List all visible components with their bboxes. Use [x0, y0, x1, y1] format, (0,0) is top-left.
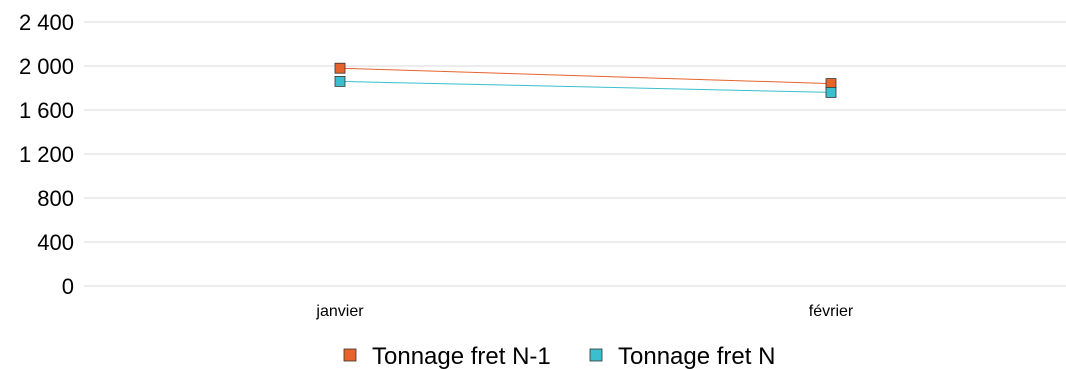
y-tick-label: 800 — [37, 186, 74, 211]
x-axis-ticks: janvier février — [315, 303, 853, 320]
series-line — [339, 67, 832, 85]
series-line — [339, 80, 832, 93]
y-tick-label: 0 — [62, 274, 74, 299]
y-tick-label: 400 — [37, 230, 74, 255]
y-tick-label: 1 200 — [19, 142, 74, 167]
data-point — [334, 76, 346, 87]
series-layer — [334, 62, 837, 98]
legend-marker — [589, 348, 603, 362]
y-tick-label: 1 600 — [19, 98, 74, 123]
series-2 — [334, 76, 837, 98]
legend: Tonnage fret N-1 Tonnage fret N — [343, 343, 775, 369]
x-tick-label: janvier — [315, 303, 364, 320]
legend-marker — [343, 348, 357, 362]
legend-label: Tonnage fret N — [618, 343, 775, 369]
legend-label: Tonnage fret N-1 — [372, 343, 551, 369]
gridlines — [84, 21, 1066, 287]
data-point — [825, 87, 837, 98]
data-point — [334, 62, 346, 74]
y-tick-label: 2 000 — [19, 54, 74, 79]
y-axis-ticks: 0 400 800 1 200 1 600 2 000 2 400 — [19, 10, 74, 299]
x-tick-label: février — [809, 303, 854, 320]
series-1 — [334, 62, 837, 89]
y-tick-label: 2 400 — [19, 10, 74, 35]
